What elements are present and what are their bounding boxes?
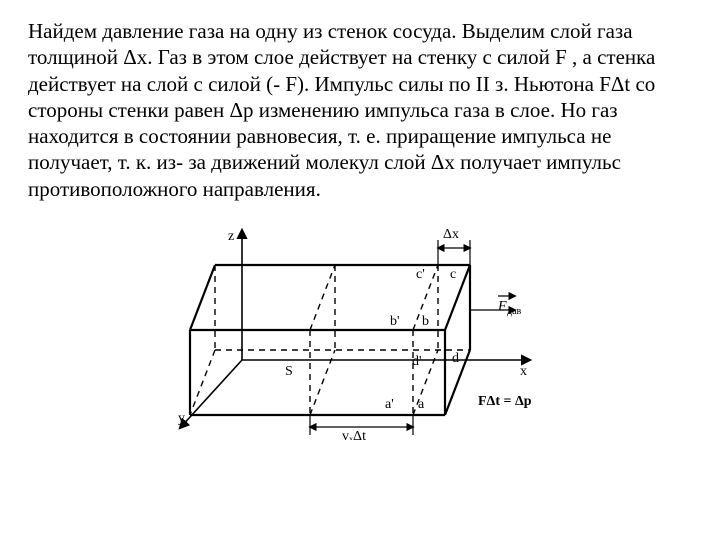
label-S: S bbox=[285, 364, 293, 379]
gas-pressure-diagram: z y x bbox=[160, 210, 560, 440]
axis-y-label: y bbox=[178, 411, 185, 426]
label-c2: c' bbox=[416, 267, 425, 282]
main-paragraph: Найдем давление газа на одну из стенок с… bbox=[28, 18, 692, 202]
label-vxdt: vₓΔt bbox=[342, 429, 366, 440]
label-F: F bbox=[497, 299, 507, 314]
label-d: d bbox=[452, 351, 459, 366]
mid-top-ob bbox=[310, 265, 335, 330]
label-a2: a' bbox=[385, 397, 394, 412]
label-a: a bbox=[418, 397, 425, 412]
label-b: b bbox=[422, 314, 429, 329]
box-left-bottom-ob bbox=[190, 350, 215, 415]
label-Fsub: дав bbox=[507, 306, 522, 317]
axis-x-label: x bbox=[520, 364, 527, 379]
label-b2: b' bbox=[390, 314, 400, 329]
box-top-left bbox=[190, 265, 215, 330]
label-c: c bbox=[450, 267, 456, 282]
label-dx: Δx bbox=[443, 227, 459, 242]
figure-container: z y x bbox=[28, 210, 692, 440]
label-formula: FΔt = Δp bbox=[478, 394, 532, 409]
box-top-right bbox=[445, 265, 470, 330]
label-d2: d' bbox=[412, 354, 422, 369]
axis-z-label: z bbox=[228, 229, 234, 244]
